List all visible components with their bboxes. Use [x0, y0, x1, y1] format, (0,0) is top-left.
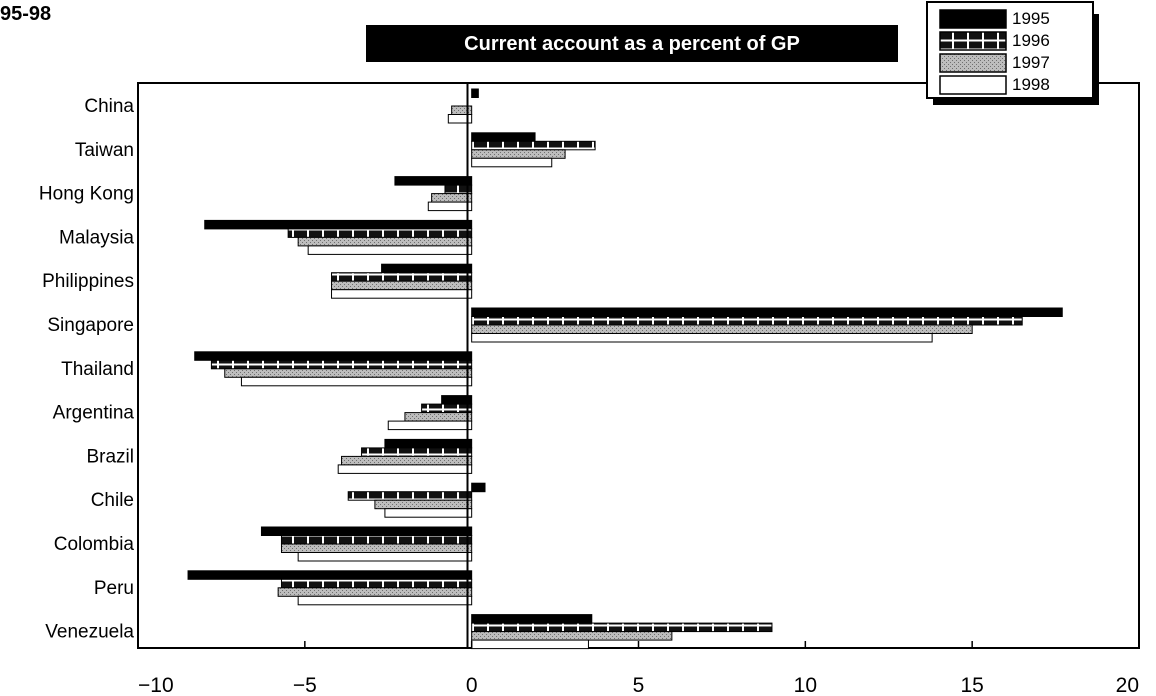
- corner-label: 95-98: [0, 3, 51, 25]
- bar-philippines-1997: [331, 280, 473, 291]
- bar-venezuela-1998: [471, 639, 589, 650]
- bar-colombia-1995: [260, 526, 473, 536]
- bar-philippines-1998: [331, 289, 473, 299]
- bar-brazil-1997: [341, 455, 473, 466]
- legend-swatch-1997: [939, 53, 1007, 73]
- bar-malaysia-1997: [297, 236, 473, 247]
- bar-peru-1997: [277, 587, 473, 597]
- bar-taiwan-1998: [471, 157, 553, 168]
- bar-peru-1995: [187, 570, 473, 580]
- legend: 1995 1996 1997 1998: [926, 1, 1099, 105]
- bar-hong-kong-1998: [427, 201, 473, 212]
- x-tick-label: −5: [293, 674, 317, 696]
- category-label-venezuela: Venezuela: [45, 622, 134, 643]
- category-label-malaysia: Malaysia: [59, 227, 134, 248]
- bar-colombia-1997: [280, 543, 473, 553]
- bar-brazil-1998: [337, 464, 473, 474]
- bar-chile-1998: [384, 508, 473, 518]
- x-tick-label: −10: [138, 674, 174, 696]
- bar-thailand-1997: [224, 368, 473, 378]
- legend-label-1996: 1996: [1012, 31, 1050, 50]
- legend-label-1997: 1997: [1012, 53, 1050, 72]
- bar-thailand-1998: [240, 376, 473, 387]
- bar-malaysia-1998: [307, 245, 473, 255]
- x-tick-label: 10: [794, 674, 817, 696]
- bar-thailand-1996: [210, 359, 473, 370]
- bar-peru-1996: [280, 578, 473, 589]
- bar-singapore-1996: [471, 316, 1023, 326]
- bar-venezuela-1995: [471, 614, 593, 624]
- bar-malaysia-1995: [204, 219, 473, 230]
- legend-swatch-1996: [939, 31, 1007, 51]
- category-label-brazil: Brazil: [86, 446, 134, 467]
- category-label-philippines: Philippines: [42, 271, 134, 292]
- category-labels: China Taiwan Hong Kong Malaysia Philippines S…: [39, 96, 135, 643]
- legend-swatch-1998: [939, 75, 1007, 95]
- legend-items: 1995 1996 1997 1998: [939, 9, 1050, 95]
- x-tick-label: 20: [1116, 674, 1139, 696]
- x-tick-label: 15: [960, 674, 983, 696]
- bar-argentina-1998: [387, 420, 473, 431]
- bar-chile-1995: [471, 482, 486, 493]
- bar-chile-1996: [347, 491, 473, 501]
- x-tick-label: 0: [466, 674, 478, 696]
- bar-taiwan-1996: [471, 140, 596, 151]
- category-label-peru: Peru: [94, 578, 134, 599]
- category-label-thailand: Thailand: [61, 359, 134, 380]
- bar-china-1995: [471, 88, 479, 98]
- legend-label-1995: 1995: [1012, 9, 1050, 28]
- bar-venezuela-1997: [471, 631, 673, 641]
- category-label-china: China: [84, 96, 134, 117]
- bar-singapore-1998: [471, 333, 933, 343]
- bar-taiwan-1995: [471, 132, 536, 142]
- category-label-singapore: Singapore: [47, 315, 134, 336]
- bar-philippines-1995: [381, 263, 473, 274]
- bar-peru-1998: [297, 595, 473, 606]
- bar-argentina-1997: [404, 412, 473, 422]
- bar-malaysia-1996: [287, 228, 473, 238]
- category-label-hong-kong: Hong Kong: [39, 184, 134, 205]
- title-banner: [366, 25, 898, 62]
- category-label-argentina: Argentina: [53, 403, 135, 424]
- legend-label-1998: 1998: [1012, 75, 1050, 94]
- bar-brazil-1996: [361, 447, 473, 457]
- bar-singapore-1995: [471, 307, 1063, 317]
- bar-thailand-1995: [194, 351, 473, 361]
- bar-china-1998: [447, 114, 473, 124]
- bars-layer: [187, 88, 1063, 650]
- chart-title: Current account as a percent of GP: [464, 33, 800, 55]
- bar-singapore-1997: [471, 324, 973, 334]
- bar-colombia-1998: [297, 552, 473, 562]
- bar-china-1997: [451, 105, 473, 115]
- bar-philippines-1996: [331, 272, 473, 282]
- category-label-taiwan: Taiwan: [75, 140, 134, 161]
- bar-hong-kong-1995: [394, 176, 473, 186]
- category-label-chile: Chile: [91, 490, 134, 511]
- bar-colombia-1996: [280, 535, 473, 545]
- x-axis-ticks: −10 −5 0 5 10 15 20: [137, 641, 1140, 696]
- x-tick-label: 5: [633, 674, 645, 696]
- legend-swatch-1995: [939, 9, 1007, 29]
- bar-venezuela-1996: [471, 622, 773, 633]
- bar-argentina-1996: [421, 403, 473, 414]
- category-label-colombia: Colombia: [54, 534, 135, 555]
- bar-hong-kong-1997: [431, 193, 473, 203]
- bar-taiwan-1997: [471, 149, 566, 159]
- bar-brazil-1995: [384, 438, 473, 449]
- bar-chile-1997: [374, 499, 473, 510]
